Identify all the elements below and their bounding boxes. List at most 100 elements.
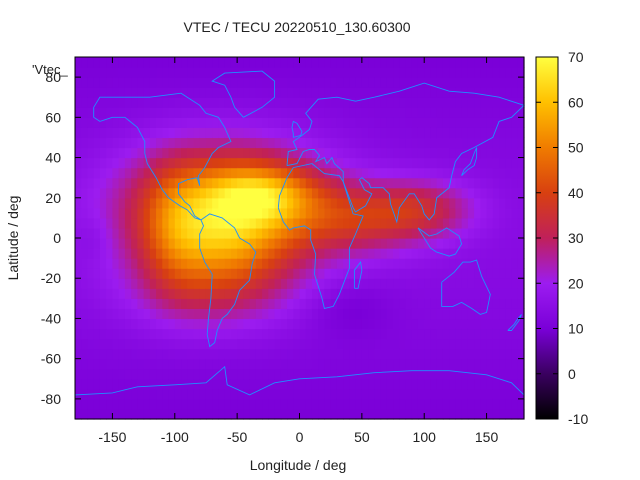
heatmap-cell xyxy=(93,258,101,269)
heatmap-cell xyxy=(480,57,488,68)
heatmap-cell xyxy=(156,298,163,309)
heatmap-cell xyxy=(205,157,213,169)
heatmap-cell xyxy=(368,288,375,299)
heatmap-cell xyxy=(386,338,394,350)
heatmap-cell xyxy=(274,408,282,420)
heatmap-cell xyxy=(318,127,326,139)
heatmap-cell xyxy=(405,298,413,309)
heatmap-cell xyxy=(417,308,425,320)
heatmap-cell xyxy=(386,328,394,340)
heatmap-cell xyxy=(436,238,444,249)
heatmap-cell xyxy=(442,388,450,400)
heatmap-cell xyxy=(343,348,350,360)
heatmap-cell xyxy=(193,177,201,189)
heatmap-cell xyxy=(293,97,301,108)
heatmap-cell xyxy=(511,147,519,159)
heatmap-cell xyxy=(492,177,500,189)
heatmap-cell xyxy=(268,67,276,78)
heatmap-cell xyxy=(93,57,101,68)
heatmap-cell xyxy=(143,358,151,370)
heatmap-cell xyxy=(112,117,120,128)
heatmap-cell xyxy=(224,238,232,249)
heatmap-cell xyxy=(455,388,463,400)
heatmap-cell xyxy=(449,97,457,108)
heatmap-cell xyxy=(224,77,232,88)
heatmap-cell xyxy=(430,177,438,189)
heatmap-cell xyxy=(467,408,475,420)
y-axis-label: Latitude / deg xyxy=(5,196,21,281)
heatmap-cell xyxy=(93,328,101,340)
heatmap-cell xyxy=(143,318,151,330)
heatmap-cell xyxy=(511,298,519,309)
heatmap-cell xyxy=(124,187,132,199)
heatmap-cell xyxy=(268,197,276,209)
heatmap-cell xyxy=(474,137,481,149)
heatmap-cell xyxy=(162,268,170,279)
heatmap-cell xyxy=(480,238,488,249)
heatmap-cell xyxy=(187,338,195,350)
heatmap-cell xyxy=(318,227,326,239)
heatmap-cell xyxy=(131,408,138,420)
heatmap-cell xyxy=(212,358,220,370)
heatmap-cell xyxy=(162,308,170,320)
heatmap-cell xyxy=(274,107,282,118)
heatmap-cell xyxy=(106,147,114,159)
heatmap-cell xyxy=(162,288,170,299)
heatmap-cell xyxy=(224,147,232,159)
heatmap-cell xyxy=(99,87,107,98)
heatmap-cell xyxy=(156,227,163,239)
heatmap-cell xyxy=(168,238,176,249)
heatmap-cell xyxy=(81,398,89,410)
heatmap-cell xyxy=(249,137,257,149)
heatmap-cell xyxy=(112,318,120,330)
heatmap-cell xyxy=(330,97,338,108)
heatmap-cell xyxy=(405,57,413,68)
heatmap-cell xyxy=(293,398,301,410)
heatmap-cell xyxy=(455,348,463,360)
heatmap-cell xyxy=(168,117,176,128)
heatmap-cell xyxy=(268,217,276,229)
heatmap-cell xyxy=(106,157,114,169)
heatmap-cell xyxy=(343,278,350,289)
heatmap-cell xyxy=(112,308,120,320)
heatmap-cell xyxy=(149,298,157,309)
heatmap-cell xyxy=(168,177,176,189)
heatmap-cell xyxy=(205,368,213,380)
heatmap-cell xyxy=(461,207,469,219)
heatmap-cell xyxy=(393,197,400,209)
heatmap-cell xyxy=(467,278,475,289)
heatmap-cell xyxy=(343,398,350,410)
heatmap-cell xyxy=(411,117,419,128)
heatmap-cell xyxy=(474,238,481,249)
heatmap-cell xyxy=(112,358,120,370)
heatmap-cell xyxy=(461,97,469,108)
heatmap-cell xyxy=(417,107,425,118)
heatmap-cell xyxy=(255,97,263,108)
heatmap-cell xyxy=(287,288,294,299)
heatmap-cell xyxy=(124,298,132,309)
heatmap-cell xyxy=(106,127,114,139)
heatmap-cell xyxy=(106,298,114,309)
heatmap-cell xyxy=(149,187,157,199)
heatmap-cell xyxy=(517,207,525,219)
heatmap-cell xyxy=(393,408,400,420)
heatmap-cell xyxy=(417,338,425,350)
heatmap-cell xyxy=(486,348,494,360)
heatmap-cell xyxy=(174,348,182,360)
heatmap-cell xyxy=(230,107,238,118)
heatmap-cell xyxy=(517,318,525,330)
heatmap-cell xyxy=(486,258,494,269)
heatmap-cell xyxy=(442,338,450,350)
heatmap-cell xyxy=(336,167,344,179)
heatmap-cell xyxy=(361,197,369,209)
heatmap-cell xyxy=(336,388,344,400)
heatmap-cell xyxy=(280,258,288,269)
heatmap-cell xyxy=(131,167,138,179)
heatmap-cell xyxy=(193,238,201,249)
heatmap-cell xyxy=(255,308,263,320)
heatmap-cell xyxy=(162,328,170,340)
heatmap-cell xyxy=(492,368,500,380)
heatmap-cell xyxy=(81,268,89,279)
heatmap-cell xyxy=(205,177,213,189)
